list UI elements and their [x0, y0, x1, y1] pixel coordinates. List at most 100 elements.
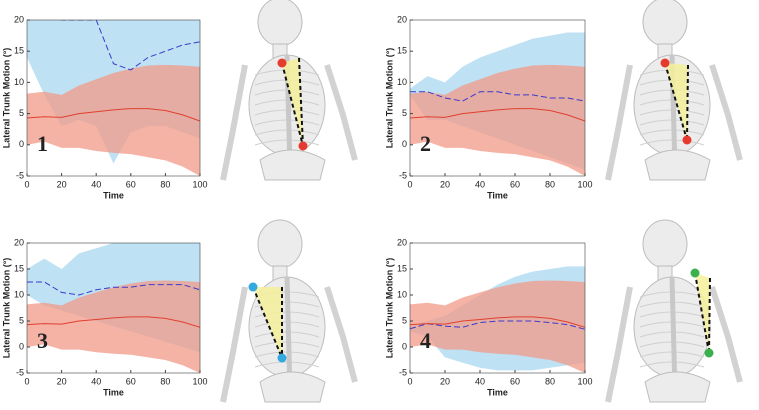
y-tick-label: -5: [399, 170, 407, 180]
x-tick-label: 40: [475, 179, 485, 189]
y-tick-label: 15: [14, 46, 24, 56]
line: [60, 20, 200, 71]
y-tick-label: -5: [399, 367, 407, 377]
y-axis-label: Lateral Trunk Motion (°): [384, 258, 394, 359]
line: [27, 316, 200, 328]
y-axis-label: Lateral Trunk Motion (°): [384, 48, 394, 149]
x-tick-label: 80: [160, 376, 170, 386]
skeleton: [605, 219, 743, 403]
x-tick-label: 100: [577, 376, 592, 386]
dashed-segment: [298, 57, 304, 147]
line: [410, 320, 585, 330]
y-tick-label: 10: [397, 77, 407, 87]
arm-left: [605, 286, 633, 403]
y-tick-label: 15: [397, 263, 407, 273]
y-tick-label: 0: [19, 139, 24, 149]
line: [27, 108, 200, 122]
band: [410, 280, 585, 373]
skull: [257, 0, 303, 47]
line: [410, 316, 585, 328]
x-tick-label: 20: [440, 179, 450, 189]
landmark-marker: [277, 58, 287, 68]
skull: [642, 219, 688, 269]
y-tick-label: 15: [397, 46, 407, 56]
x-axis-label: Time: [103, 190, 124, 200]
pelvis: [644, 149, 711, 181]
y-tick-label: 0: [402, 139, 407, 149]
y-tick-label: 10: [14, 289, 24, 299]
y-tick-label: 20: [397, 237, 407, 247]
x-tick-label: 60: [510, 376, 520, 386]
y-axis-label: Lateral Trunk Motion (°): [1, 258, 11, 359]
dashed-segment: [708, 277, 711, 354]
x-tick-label: 40: [91, 376, 101, 386]
axes-frame: [26, 242, 201, 374]
x-tick-label: 60: [126, 179, 136, 189]
panel-label: 1: [37, 131, 48, 156]
skeleton: [220, 0, 358, 181]
y-tick-label: 10: [397, 289, 407, 299]
line: [410, 91, 585, 102]
x-axis-label: Time: [487, 190, 508, 200]
x-tick-label: 80: [160, 179, 170, 189]
panel-label: 3: [37, 328, 48, 353]
skeleton: [605, 0, 743, 181]
y-tick-label: 5: [402, 315, 407, 325]
x-tick-label: 100: [192, 179, 207, 189]
panel-label: 4: [420, 328, 431, 353]
x-axis-label: Time: [103, 387, 124, 397]
x-tick-label: 100: [577, 179, 592, 189]
landmark-marker: [277, 353, 287, 363]
x-axis-label: Time: [487, 387, 508, 397]
x-tick-label: 0: [407, 376, 412, 386]
x-tick-label: 20: [57, 179, 67, 189]
x-tick-label: 80: [545, 179, 555, 189]
y-tick-label: 20: [14, 237, 24, 247]
line: [410, 108, 585, 122]
axes-frame: [409, 19, 586, 177]
x-tick-label: 20: [57, 376, 67, 386]
band: [410, 64, 585, 176]
dashed-segment: [664, 62, 688, 141]
plot-area: [27, 20, 200, 176]
y-tick-label: 20: [14, 14, 24, 24]
x-tick-label: 20: [440, 376, 450, 386]
axes-frame: [409, 242, 586, 374]
pelvis: [259, 371, 326, 403]
x-tick-label: 40: [475, 376, 485, 386]
y-tick-label: 5: [19, 108, 24, 118]
y-tick-label: 10: [14, 77, 24, 87]
skull: [642, 0, 688, 47]
landmark-marker: [248, 282, 258, 292]
landmark-marker: [298, 141, 308, 151]
line: [27, 281, 200, 296]
x-tick-label: 0: [24, 179, 29, 189]
highlight-triangle: [695, 273, 710, 353]
landmark-marker: [690, 268, 700, 278]
axes-frame: [26, 19, 201, 177]
y-tick-label: 0: [19, 341, 24, 351]
arm-right: [324, 286, 358, 383]
dashed-segment: [252, 286, 283, 359]
x-tick-label: 60: [510, 179, 520, 189]
y-tick-label: 5: [19, 315, 24, 325]
x-tick-label: 0: [407, 179, 412, 189]
arm-left: [220, 64, 248, 181]
y-tick-label: 20: [397, 14, 407, 24]
x-tick-label: 40: [91, 179, 101, 189]
y-tick-label: 0: [402, 341, 407, 351]
skeleton: [220, 219, 358, 403]
skull: [257, 219, 303, 269]
y-tick-label: -5: [16, 170, 24, 180]
arm-right: [709, 286, 743, 383]
arm-left: [220, 286, 248, 403]
pelvis: [644, 371, 711, 403]
band: [27, 64, 200, 176]
y-tick-label: 5: [402, 108, 407, 118]
y-tick-label: 15: [14, 263, 24, 273]
landmark-marker: [660, 58, 670, 68]
x-tick-label: 80: [545, 376, 555, 386]
panel-label: 2: [420, 131, 431, 156]
x-tick-label: 60: [126, 376, 136, 386]
